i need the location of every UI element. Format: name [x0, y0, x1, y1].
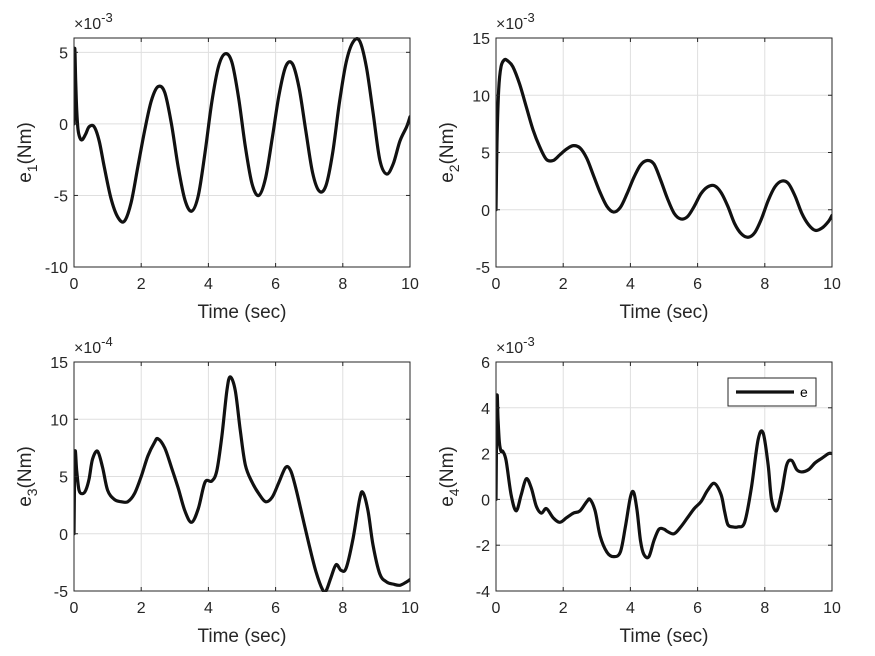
x-tick-label: 10 — [823, 600, 841, 617]
y-axis-label: e2(Nm) — [437, 122, 462, 183]
y-axis-label: e4(Nm) — [437, 446, 462, 507]
plot-area — [74, 38, 410, 267]
x-tick-label: 6 — [271, 600, 280, 617]
y-axis-label: e1(Nm) — [15, 122, 40, 183]
series-line-e — [496, 57, 832, 239]
y-tick-label: 5 — [59, 45, 68, 62]
axes-box — [73, 37, 411, 268]
x-tick-label: 10 — [823, 276, 841, 293]
y-tick-label: 15 — [50, 355, 68, 372]
x-tick-label: 2 — [137, 276, 146, 293]
y-tick-label: -4 — [476, 584, 490, 601]
axes-box — [495, 361, 833, 592]
axis-exponent: ×10-3 — [74, 10, 113, 33]
x-tick-label: 2 — [559, 276, 568, 293]
x-axis-label: Time (sec) — [619, 302, 708, 323]
series-line-e — [496, 393, 832, 560]
x-tick-label: 0 — [70, 276, 79, 293]
x-tick-label: 0 — [492, 600, 501, 617]
y-tick-label: 5 — [481, 146, 490, 163]
x-axis-label: Time (sec) — [197, 626, 286, 647]
series-line-e — [74, 375, 410, 592]
y-tick-label: -5 — [476, 260, 490, 277]
axis-exponent: ×10-3 — [496, 334, 535, 357]
x-tick-label: 4 — [204, 600, 213, 617]
y-tick-label: 0 — [59, 117, 68, 134]
x-tick-label: 4 — [626, 600, 635, 617]
x-tick-label: 6 — [693, 276, 702, 293]
x-tick-label: 6 — [271, 276, 280, 293]
y-tick-label: -2 — [476, 538, 490, 555]
y-tick-label: 0 — [481, 203, 490, 220]
y-tick-label: -10 — [45, 260, 68, 277]
y-tick-label: 0 — [481, 492, 490, 509]
y-tick-label: 2 — [481, 447, 490, 464]
axis-exponent: ×10-4 — [74, 334, 113, 357]
y-tick-label: 6 — [481, 355, 490, 372]
x-tick-label: 8 — [338, 276, 347, 293]
x-axis-label: Time (sec) — [619, 626, 708, 647]
x-tick-label: 2 — [137, 600, 146, 617]
x-tick-label: 8 — [760, 276, 769, 293]
x-tick-label: 4 — [204, 276, 213, 293]
legend[interactable]: e — [727, 377, 817, 407]
x-tick-label: 10 — [401, 276, 419, 293]
series-line-e — [74, 37, 410, 224]
subplot-e4: 0 2 4 6 8 10 -4 -2 0 2 4 6 Time (sec) e4(Nm) ×10-3 e — [437, 334, 841, 647]
x-tick-label: 8 — [760, 600, 769, 617]
y-tick-label: -5 — [54, 188, 68, 205]
x-tick-label: 10 — [401, 600, 419, 617]
x-tick-label: 6 — [693, 600, 702, 617]
y-tick-label: 4 — [481, 401, 490, 418]
y-tick-label: -5 — [54, 584, 68, 601]
x-tick-label: 0 — [492, 276, 501, 293]
y-tick-label: 5 — [59, 470, 68, 487]
y-axis-label: e3(Nm) — [15, 446, 40, 507]
y-tick-label: 0 — [59, 527, 68, 544]
axis-exponent: ×10-3 — [496, 10, 535, 33]
legend-label: e — [800, 384, 808, 400]
y-tick-label: 10 — [50, 412, 68, 429]
x-tick-label: 2 — [559, 600, 568, 617]
x-tick-label: 0 — [70, 600, 79, 617]
x-tick-label: 4 — [626, 276, 635, 293]
y-tick-label: 15 — [472, 31, 490, 48]
y-tick-label: 10 — [472, 88, 490, 105]
x-tick-label: 8 — [338, 600, 347, 617]
x-axis-label: Time (sec) — [197, 302, 286, 323]
subplot-e1: 0 2 4 6 8 10 -10 -5 0 5 Time (sec) e1(Nm) ×10-3 — [15, 10, 419, 323]
